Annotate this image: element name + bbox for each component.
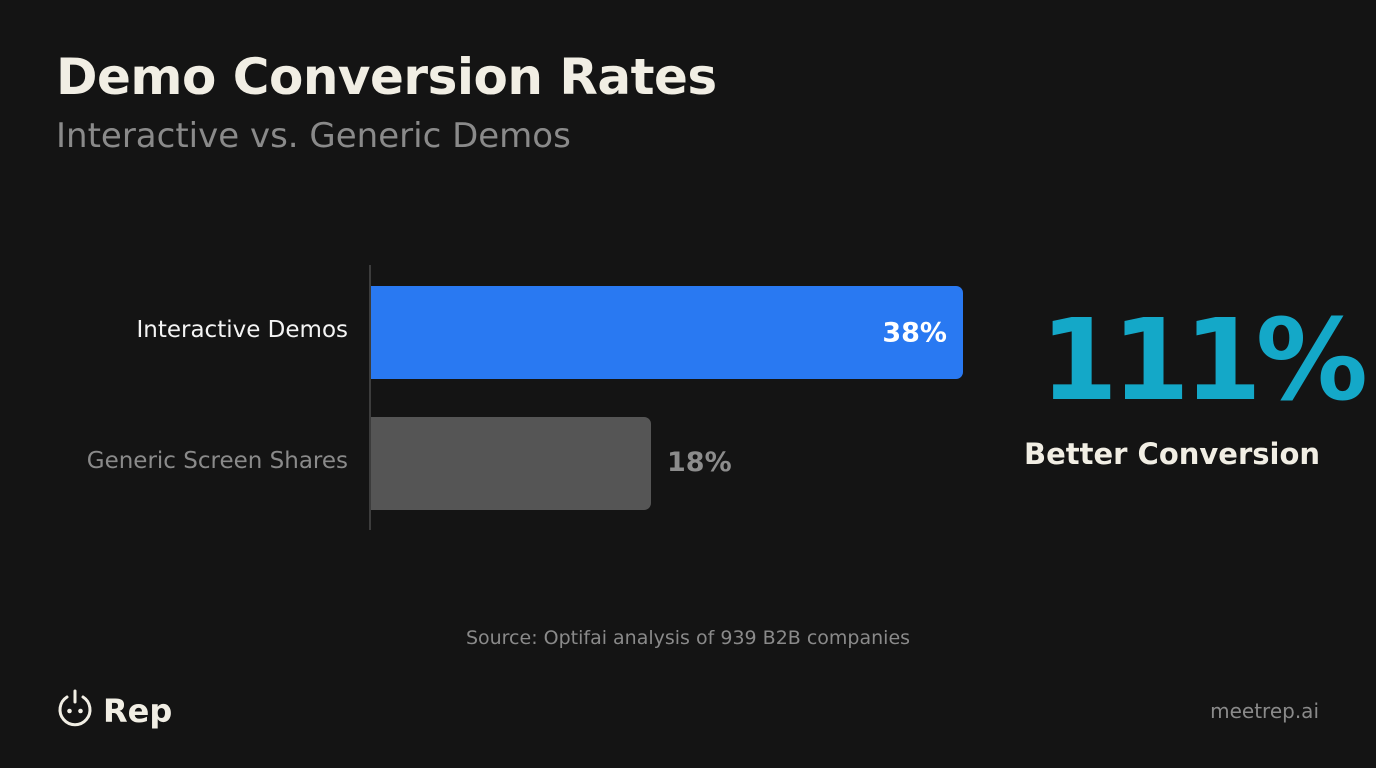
y-axis-line [369,265,371,530]
brand-name: Rep [103,692,173,730]
bar-label-interactive-demos: Interactive Demos [136,317,348,343]
bar-value-interactive-demos: 38% [882,317,947,348]
highlight-caption: Better Conversion [1023,437,1321,471]
highlight-stat: 111% [1040,296,1368,426]
source-note: Source: Optifai analysis of 939 B2B comp… [465,627,911,649]
chart-subtitle: Interactive vs. Generic Demos [56,116,571,156]
brand-logo: Rep [55,689,172,733]
power-plug-icon [55,689,95,733]
chart-title: Demo Conversion Rates [56,48,717,106]
bar-interactive-demos: 38% [371,286,963,379]
site-url: meetrep.ai [1210,699,1319,723]
bar-value-generic-screen-shares: 18% [667,447,732,478]
bar-generic-screen-shares [371,417,651,510]
bar-label-generic-screen-shares: Generic Screen Shares [86,448,348,474]
